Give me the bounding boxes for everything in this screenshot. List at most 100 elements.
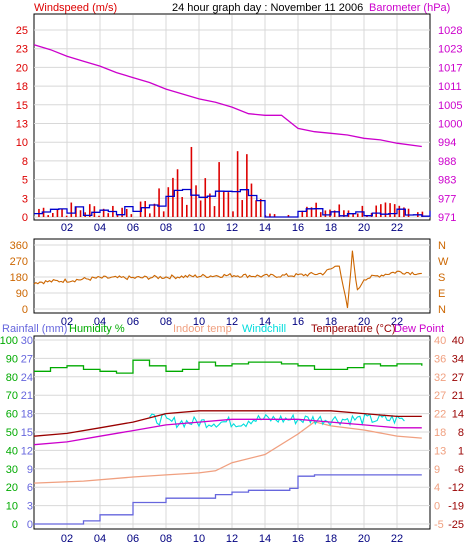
indoor-temp-tick-label: 9 bbox=[434, 464, 440, 476]
x-tick-label: 16 bbox=[292, 316, 304, 328]
wind-panel-grid bbox=[34, 15, 430, 219]
legend-dew-point: Dew Point bbox=[394, 323, 444, 335]
x-tick-label: 12 bbox=[226, 316, 238, 328]
indoor-temp-tick-label: 18 bbox=[434, 427, 446, 439]
barometer-tick-label: 971 bbox=[438, 212, 456, 224]
rainfall-line bbox=[34, 474, 422, 525]
x-tick-label: 04 bbox=[94, 533, 106, 545]
humidity-tick-label: 60 bbox=[6, 409, 18, 421]
direction-tick-label: 0 bbox=[22, 304, 28, 316]
temperature-tick-label: 8 bbox=[458, 427, 464, 439]
x-tick-label: 04 bbox=[94, 222, 106, 234]
indoor-temp-line bbox=[33, 421, 422, 484]
windspeed-tick-label: 18 bbox=[16, 81, 28, 93]
wind-panel-series bbox=[33, 44, 431, 218]
x-tick-label: 22 bbox=[391, 222, 403, 234]
humidity-tick-label: 100 bbox=[0, 335, 18, 347]
barometer-tick-label: 1028 bbox=[438, 25, 462, 37]
wind-panel-axes: 25 23 20 18 15 13 10 8 5 3 0 1028 1023 1017 1011 1005 10… bbox=[16, 25, 463, 234]
rainfall-tick-label: 27 bbox=[21, 353, 33, 365]
humidity-tick-label: 10 bbox=[6, 501, 18, 513]
x-tick-label: 20 bbox=[358, 533, 370, 545]
direction-tick-label: 90 bbox=[16, 288, 28, 300]
temperature-tick-label: 34 bbox=[452, 353, 464, 365]
climate-panel-series bbox=[33, 359, 423, 525]
x-tick-label: 06 bbox=[127, 533, 139, 545]
x-tick-label: 12 bbox=[226, 533, 238, 545]
windspeed-tick-label: 10 bbox=[16, 137, 28, 149]
barometer-tick-label: 1017 bbox=[438, 62, 462, 74]
x-tick-label: 20 bbox=[358, 222, 370, 234]
x-tick-label: 02 bbox=[61, 222, 73, 234]
legend-windchill: Windchill bbox=[242, 323, 286, 335]
humidity-tick-label: 30 bbox=[6, 464, 18, 476]
temperature-tick-label: -6 bbox=[454, 464, 464, 476]
humidity-tick-label: 70 bbox=[6, 390, 18, 402]
rainfall-tick-label: 21 bbox=[21, 390, 33, 402]
windspeed-tick-label: 8 bbox=[22, 156, 28, 168]
barometer-tick-label: 1023 bbox=[438, 44, 462, 56]
humidity-line bbox=[34, 359, 423, 374]
x-tick-label: 08 bbox=[160, 316, 172, 328]
temperature-tick-label: 27 bbox=[452, 372, 464, 384]
barometer-tick-label: 1005 bbox=[438, 100, 462, 112]
x-tick-label: 06 bbox=[127, 316, 139, 328]
x-tick-label: 02 bbox=[61, 316, 73, 328]
rainfall-tick-label: 6 bbox=[27, 482, 33, 494]
x-tick-label: 14 bbox=[259, 316, 271, 328]
compass-tick-label: W bbox=[438, 256, 449, 268]
barometer-tick-label: 1000 bbox=[438, 119, 462, 131]
indoor-temp-tick-label: 32 bbox=[434, 372, 446, 384]
indoor-temp-tick-label: 13 bbox=[434, 445, 446, 457]
indoor-temp-tick-label: 27 bbox=[434, 390, 446, 402]
compass-tick-label: N bbox=[438, 304, 446, 316]
direction-tick-label: 270 bbox=[10, 256, 28, 268]
rainfall-tick-label: 24 bbox=[21, 372, 33, 384]
rainfall-tick-label: 3 bbox=[27, 501, 33, 513]
x-tick-label: 04 bbox=[94, 316, 106, 328]
legend-temperature: Temperature (°C) bbox=[311, 323, 395, 335]
compass-tick-label: S bbox=[438, 272, 445, 284]
rainfall-tick-label: 30 bbox=[21, 335, 33, 347]
x-tick-label: 18 bbox=[325, 222, 337, 234]
indoor-temp-tick-label: 4 bbox=[434, 482, 440, 494]
barometer-tick-label: 983 bbox=[438, 175, 456, 187]
windspeed-tick-label: 20 bbox=[16, 62, 28, 74]
x-tick-label: 02 bbox=[61, 533, 73, 545]
direction-panel-grid bbox=[34, 240, 430, 312]
barometer-tick-label: 977 bbox=[438, 193, 456, 205]
x-tick-label: 22 bbox=[391, 533, 403, 545]
wind-average-line bbox=[34, 188, 431, 218]
barometer-axis-title: Barometer (hPa) bbox=[369, 2, 450, 14]
x-tick-label: 10 bbox=[193, 222, 205, 234]
windspeed-tick-label: 25 bbox=[16, 25, 28, 37]
legend-rainfall: Rainfall (mm) bbox=[2, 323, 67, 335]
rainfall-tick-label: 15 bbox=[21, 427, 33, 439]
indoor-temp-tick-label: 36 bbox=[434, 353, 446, 365]
x-tick-label: 12 bbox=[226, 222, 238, 234]
windspeed-tick-label: 13 bbox=[16, 119, 28, 131]
temperature-tick-label: -25 bbox=[448, 519, 464, 531]
rainfall-tick-label: 0 bbox=[27, 519, 33, 531]
indoor-temp-tick-label: -5 bbox=[434, 519, 444, 531]
temperature-tick-label: -19 bbox=[448, 501, 464, 513]
windspeed-tick-label: 0 bbox=[22, 212, 28, 224]
climate-legend: Rainfall (mm) Humidity % Indoor temp Win… bbox=[2, 323, 444, 335]
compass-tick-label: N bbox=[438, 240, 446, 252]
x-tick-label: 10 bbox=[193, 533, 205, 545]
temperature-tick-label: 14 bbox=[452, 409, 464, 421]
temperature-tick-label: -12 bbox=[448, 482, 464, 494]
barometer-tick-label: 1011 bbox=[438, 81, 462, 93]
x-tick-label: 06 bbox=[127, 222, 139, 234]
indoor-temp-tick-label: 22 bbox=[434, 409, 446, 421]
x-tick-label: 16 bbox=[292, 222, 304, 234]
x-tick-label: 22 bbox=[391, 316, 403, 328]
humidity-tick-label: 0 bbox=[12, 519, 18, 531]
humidity-tick-label: 40 bbox=[6, 445, 18, 457]
wind-direction-line bbox=[33, 250, 422, 309]
x-tick-label: 10 bbox=[193, 316, 205, 328]
rainfall-tick-label: 18 bbox=[21, 409, 33, 421]
x-tick-label: 16 bbox=[292, 533, 304, 545]
